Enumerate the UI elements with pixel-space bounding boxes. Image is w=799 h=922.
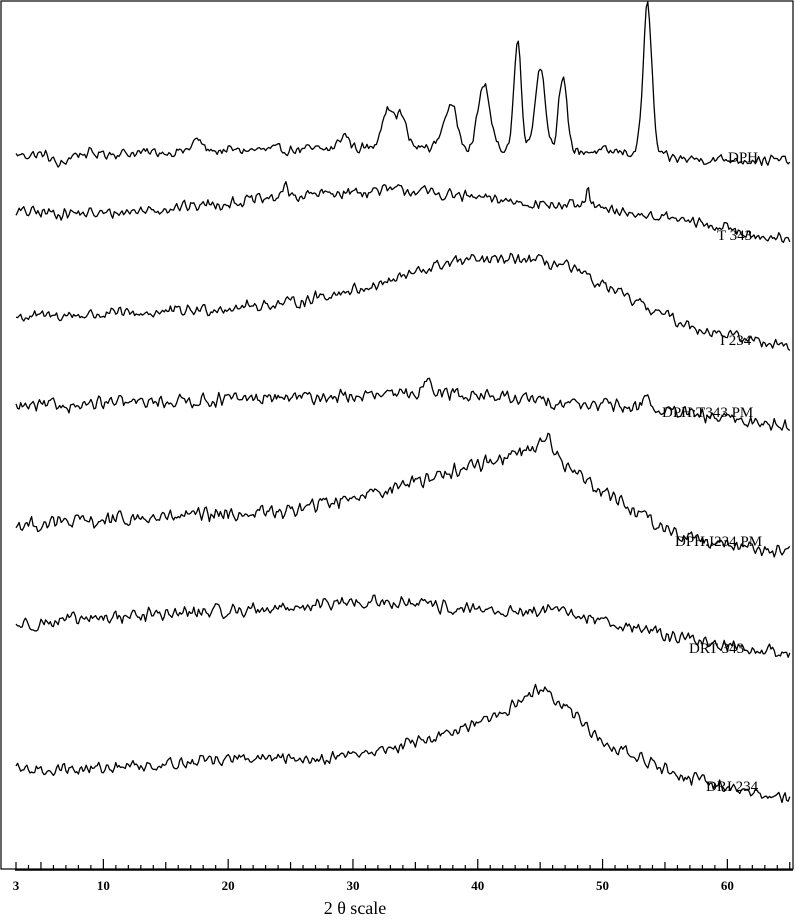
series-line-dph — [15, 1, 791, 168]
series-line-i-234 — [15, 252, 791, 351]
x-tick-label: 3 — [13, 878, 20, 893]
series-labels-group: DPH T 343 I 234 DPH:T343 PM DPH:I234 PM DRT 3… — [662, 150, 762, 795]
x-tick-label: 30 — [346, 878, 359, 893]
x-tick-label: 20 — [222, 878, 235, 893]
x-axis-tick-labels: 3 10 20 30 40 50 60 — [13, 878, 734, 893]
series-label: DRT 343 — [689, 641, 744, 657]
traces-group — [15, 1, 791, 804]
series-line-dph-t343-pm — [15, 377, 791, 431]
series-label: I 234 — [720, 333, 752, 349]
x-tick-label: 50 — [596, 878, 609, 893]
x-tick-label: 10 — [97, 878, 110, 893]
series-label: DRI 234 — [706, 779, 759, 795]
series-line-t-343 — [15, 181, 791, 243]
x-tick-label: 60 — [721, 878, 734, 893]
series-label: DPH — [728, 150, 758, 166]
series-line-dri-234 — [15, 683, 791, 804]
x-axis-title: 2 θ scale — [324, 898, 387, 918]
series-label: DPH:I234 PM — [675, 534, 762, 550]
x-tick-label: 40 — [471, 878, 484, 893]
series-line-dph-i234-pm — [15, 432, 791, 558]
plot-frame — [0, 0, 794, 870]
x-axis-ticks — [15, 859, 791, 870]
series-label: DPH:T343 PM — [662, 405, 753, 421]
series-line-drt-343 — [15, 594, 791, 658]
series-label: T 343 — [717, 228, 752, 244]
